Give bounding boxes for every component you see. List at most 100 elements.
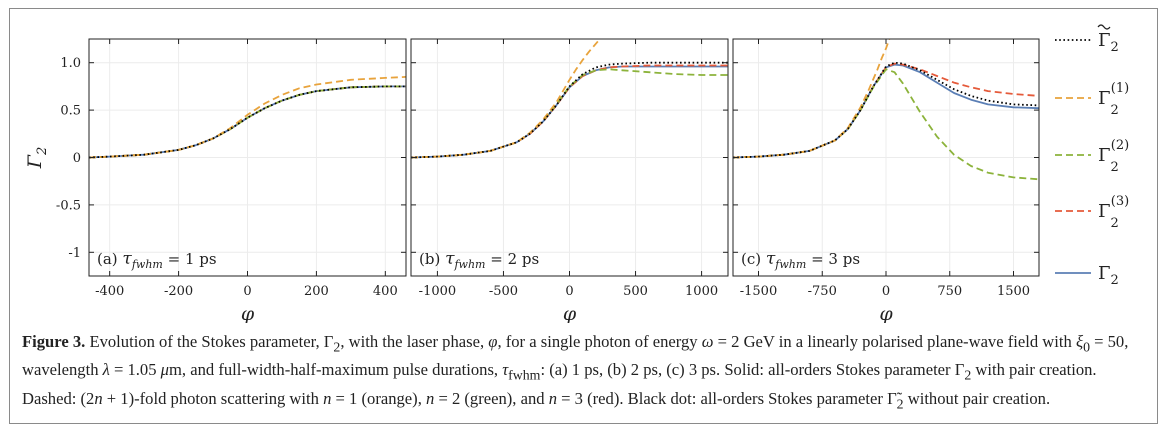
x-tick-label: 750 [937, 284, 962, 299]
panel-annotation-sub: fwhm [131, 258, 163, 271]
y-tick-label: 0.5 [60, 104, 81, 119]
legend-sub: 2 [1111, 103, 1119, 118]
legend-label: Γ2 (3) [1098, 194, 1129, 231]
x-tick-label: -500 [489, 284, 518, 299]
legend-sub: 2 [1111, 273, 1119, 288]
panel-annotation-id: (c) [741, 250, 766, 268]
caption-text: without pair creation. [903, 388, 1051, 408]
caption-text: : (a) 1 ps, (b) 2 ps, (c) 3 ps. Solid: a… [540, 360, 965, 380]
caption-sub: 2 [896, 395, 904, 411]
x-tick-label: 0 [243, 284, 251, 299]
caption-sub: 0 [1083, 339, 1090, 355]
legend-sup: (3) [1111, 194, 1129, 209]
x-tick-label: -1500 [740, 284, 777, 299]
x-tick-label: -1000 [419, 284, 456, 299]
caption-math: τ [502, 360, 509, 380]
caption-text: Evolution of the Stokes parameter, Γ [85, 332, 334, 351]
y-axis-symbol: Γ [24, 154, 46, 169]
y-tick-label: 1.0 [60, 56, 81, 71]
panel-annotation-sub: fwhm [453, 258, 485, 271]
x-axis-title: φ [563, 303, 577, 323]
caption-math: n [94, 388, 103, 408]
x-tick-label: -400 [95, 284, 124, 299]
caption-math: n [426, 388, 435, 408]
panel-annotation-id: (a) [97, 250, 122, 268]
y-tick-label: -0.5 [56, 198, 81, 213]
series-group [89, 76, 406, 159]
legend-label: Γ2 [1098, 263, 1119, 288]
legend-sup: (1) [1111, 81, 1129, 96]
legend-sub: 2 [1111, 160, 1119, 175]
panel-b: -1000 -500 0 500 1000 φ (b) τfwhm = 2 ps [410, 38, 729, 323]
caption-text: = 2 GeV in a linearly polarised plane-wa… [713, 332, 1076, 351]
y-tick-label: -1 [68, 246, 81, 261]
panel-annotation-value: = 2 ps [486, 250, 540, 268]
panel-annotation-value: = 1 ps [163, 250, 217, 268]
panel-annotation-tau: τ [766, 249, 776, 269]
x-tick-label: 0 [882, 284, 890, 299]
panel-annotation-tau: τ [122, 249, 132, 269]
caption-math: Γ̃ [887, 388, 897, 408]
series-line-gamma2-order1 [411, 39, 601, 159]
caption-text: , with the laser phase, [340, 332, 489, 351]
caption-text: m, and full-width-half-maximum pulse dur… [169, 360, 503, 380]
caption-text: = 50, wavelength [22, 332, 1129, 380]
caption-label: Figure 3. [22, 332, 86, 351]
panel-a: -400 -200 0 200 400 1.0 0.5 0 -0.5 -1 φ (a) τfwhm =… [56, 38, 407, 323]
caption-math: φ [488, 332, 498, 351]
caption-math: n [323, 388, 332, 408]
x-tick-label: 1500 [997, 284, 1030, 299]
panel-annotation-value: = 3 ps [806, 250, 860, 268]
legend-label: Γ2 [1098, 30, 1119, 55]
caption-math: n [548, 388, 557, 408]
caption-text: = 2 (green), and [434, 388, 549, 408]
series-line-gamma2-order1 [733, 39, 891, 159]
caption-text: = 1.05 [109, 360, 161, 380]
caption-math: ω [701, 332, 714, 351]
caption-text: , for a single photon of energy [497, 332, 702, 351]
x-axis-title: φ [241, 303, 255, 323]
y-axis-sub: 2 [35, 147, 50, 156]
legend-symbol: Γ [1098, 263, 1111, 284]
panel-c: -1500 -750 0 750 1500 φ (c) τfwhm = 3 ps [732, 38, 1040, 323]
legend-symbol: Γ [1098, 30, 1111, 51]
legend-tilde [1097, 24, 1111, 30]
x-tick-label: 1000 [685, 284, 718, 299]
x-axis-title: φ [879, 303, 893, 323]
x-tick-label: 400 [373, 284, 398, 299]
caption-text: = 1 (orange), [331, 388, 426, 408]
panel-annotation-sub: fwhm [774, 258, 806, 271]
caption-math: λ [102, 360, 110, 380]
figure-caption: Figure 3. Evolution of the Stokes parame… [22, 330, 1150, 415]
legend-symbol: Γ [1098, 201, 1111, 222]
legend-sup: (2) [1111, 138, 1129, 153]
caption-text: + 1)-fold photon scattering with [102, 388, 324, 408]
figure-frame: -400 -200 0 200 400 1.0 0.5 0 -0.5 -1 φ (a) τfwhm =… [9, 8, 1158, 424]
panel-annotation: (b) τfwhm = 2 ps [419, 249, 539, 271]
caption-sub: 2 [964, 367, 972, 383]
caption-math: μ [160, 360, 170, 380]
y-axis-title: Γ2 [24, 147, 50, 169]
series-group [733, 39, 1039, 181]
legend-sub: 2 [1111, 216, 1119, 231]
caption-sub: fwhm [508, 367, 541, 383]
panel-annotation: (a) τfwhm = 1 ps [97, 249, 217, 271]
series-line-gamma2-order1 [89, 76, 406, 159]
legend-symbol: Γ [1098, 145, 1111, 166]
caption-math: ξ [1075, 332, 1084, 351]
caption-sub: 2 [333, 339, 341, 355]
legend-label: Γ2 (1) [1098, 81, 1129, 118]
legend-label: Γ2 (2) [1098, 138, 1129, 175]
series-group [411, 39, 728, 159]
x-tick-label: 200 [304, 284, 329, 299]
series-line-gamma2-tilde [733, 61, 1039, 159]
series-line-gamma2-tilde [411, 61, 728, 159]
panel-annotation-tau: τ [445, 249, 455, 269]
caption-text: = 3 (red). Black dot: all-orders Stokes … [557, 388, 888, 408]
x-tick-label: 0 [565, 284, 573, 299]
caption-text: with pair creation. Dashed: (2 [22, 360, 1097, 408]
legend-sub: 2 [1111, 40, 1119, 55]
panel-annotation: (c) τfwhm = 3 ps [741, 249, 860, 271]
